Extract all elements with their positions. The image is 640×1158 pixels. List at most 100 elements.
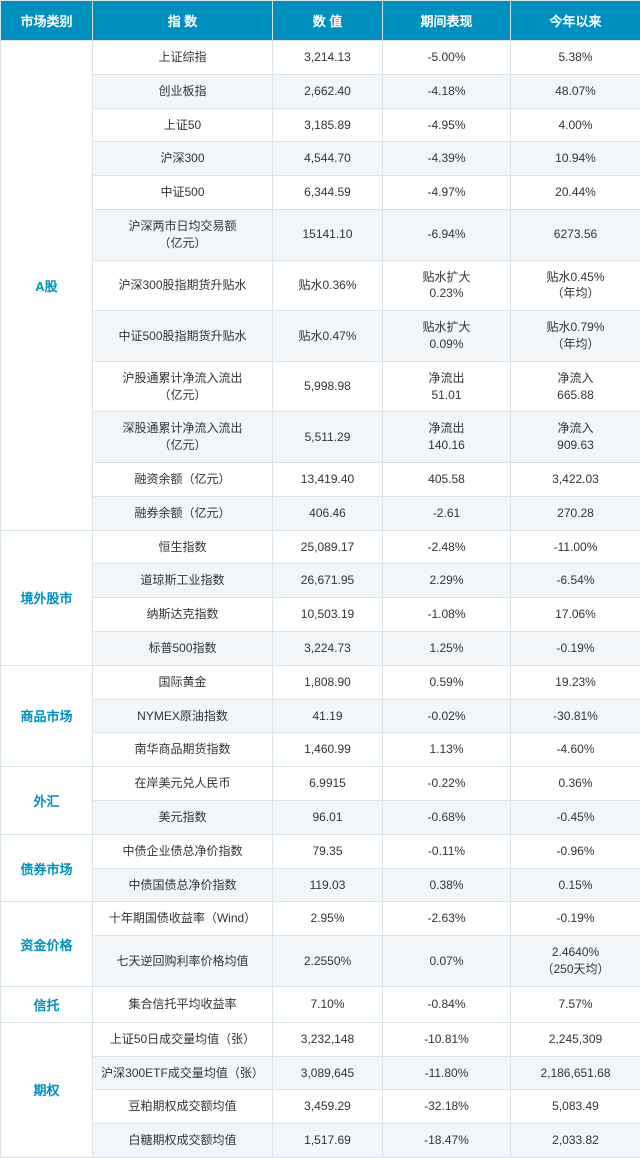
col-value: 数 值	[273, 1, 383, 41]
index-name: NYMEX原油指数	[93, 699, 273, 733]
index-value: 96.01	[273, 800, 383, 834]
table-row: 标普500指数3,224.731.25%-0.19%	[1, 631, 640, 665]
ytd-perf: 0.15%	[511, 868, 640, 902]
ytd-perf: 贴水0.79%（年均）	[511, 311, 640, 362]
col-period: 期间表现	[383, 1, 511, 41]
period-perf: -4.18%	[383, 74, 511, 108]
ytd-perf: 3,422.03	[511, 462, 640, 496]
index-name: 在岸美元兑人民币	[93, 767, 273, 801]
index-value: 406.46	[273, 496, 383, 530]
table-row: 白糖期权成交额均值1,517.69-18.47%2,033.82	[1, 1124, 640, 1158]
period-perf: 净流出140.16	[383, 412, 511, 463]
table-row: 沪股通累计净流入流出（亿元）5,998.98净流出51.01净流入665.88	[1, 361, 640, 412]
index-value: 1,460.99	[273, 733, 383, 767]
period-perf: -0.68%	[383, 800, 511, 834]
index-value: 3,459.29	[273, 1090, 383, 1124]
index-name: 十年期国债收益率（Wind）	[93, 902, 273, 936]
ytd-perf: 0.36%	[511, 767, 640, 801]
table-row: 沪深两市日均交易额（亿元）15141.10-6.94%6273.56	[1, 209, 640, 260]
period-perf: -0.84%	[383, 986, 511, 1022]
index-value: 6,344.59	[273, 176, 383, 210]
index-value: 3,232,148	[273, 1022, 383, 1056]
table-row: 期权上证50日成交量均值（张）3,232,148-10.81%2,245,309	[1, 1022, 640, 1056]
index-value: 79.35	[273, 834, 383, 868]
period-perf: -0.11%	[383, 834, 511, 868]
table-row: 商品市场国际黄金1,808.900.59%19.23%	[1, 665, 640, 699]
index-value: 3,224.73	[273, 631, 383, 665]
ytd-perf: 净流入909.63	[511, 412, 640, 463]
index-name: 沪深两市日均交易额（亿元）	[93, 209, 273, 260]
header-row: 市场类别 指 数 数 值 期间表现 今年以来	[1, 1, 640, 41]
ytd-perf: -30.81%	[511, 699, 640, 733]
table-row: 美元指数96.01-0.68%-0.45%	[1, 800, 640, 834]
index-name: 创业板指	[93, 74, 273, 108]
ytd-perf: 2,186,651.68	[511, 1056, 640, 1090]
index-value: 25,089.17	[273, 530, 383, 564]
index-name: 标普500指数	[93, 631, 273, 665]
table-row: 纳斯达克指数10,503.19-1.08%17.06%	[1, 598, 640, 632]
period-perf: -32.18%	[383, 1090, 511, 1124]
index-value: 15141.10	[273, 209, 383, 260]
index-name: 融资余额（亿元）	[93, 462, 273, 496]
table-row: 融券余额（亿元）406.46-2.61270.28	[1, 496, 640, 530]
ytd-perf: 20.44%	[511, 176, 640, 210]
table-row: 豆粕期权成交额均值3,459.29-32.18%5,083.49	[1, 1090, 640, 1124]
index-value: 3,089,645	[273, 1056, 383, 1090]
table-row: 南华商品期货指数1,460.991.13%-4.60%	[1, 733, 640, 767]
period-perf: 2.29%	[383, 564, 511, 598]
table-row: NYMEX原油指数41.19-0.02%-30.81%	[1, 699, 640, 733]
index-value: 5,998.98	[273, 361, 383, 412]
index-name: 沪深300	[93, 142, 273, 176]
period-perf: 1.13%	[383, 733, 511, 767]
ytd-perf: 17.06%	[511, 598, 640, 632]
index-value: 4,544.70	[273, 142, 383, 176]
period-perf: 净流出51.01	[383, 361, 511, 412]
col-ytd: 今年以来	[511, 1, 640, 41]
ytd-perf: 2,245,309	[511, 1022, 640, 1056]
col-category: 市场类别	[1, 1, 93, 41]
index-name: 深股通累计净流入流出（亿元）	[93, 412, 273, 463]
table-row: 深股通累计净流入流出（亿元）5,511.29净流出140.16净流入909.63	[1, 412, 640, 463]
index-name: 中证500	[93, 176, 273, 210]
index-name: 融券余额（亿元）	[93, 496, 273, 530]
index-name: 纳斯达克指数	[93, 598, 273, 632]
table-row: A股上证综指3,214.13-5.00%5.38%	[1, 41, 640, 75]
period-perf: 0.38%	[383, 868, 511, 902]
ytd-perf: -6.54%	[511, 564, 640, 598]
index-value: 2.2550%	[273, 936, 383, 987]
ytd-perf: 贴水0.45%（年均）	[511, 260, 640, 311]
index-name: 上证综指	[93, 41, 273, 75]
ytd-perf: -11.00%	[511, 530, 640, 564]
ytd-perf: 7.57%	[511, 986, 640, 1022]
category-cell: 期权	[1, 1022, 93, 1157]
index-name: 七天逆回购利率价格均值	[93, 936, 273, 987]
index-name: 中债国债总净价指数	[93, 868, 273, 902]
index-value: 119.03	[273, 868, 383, 902]
ytd-perf: 5,083.49	[511, 1090, 640, 1124]
period-perf: -0.22%	[383, 767, 511, 801]
period-perf: -1.08%	[383, 598, 511, 632]
period-perf: 405.58	[383, 462, 511, 496]
ytd-perf: 6273.56	[511, 209, 640, 260]
ytd-perf: 4.00%	[511, 108, 640, 142]
table-row: 融资余额（亿元）13,419.40405.583,422.03	[1, 462, 640, 496]
ytd-perf: 净流入665.88	[511, 361, 640, 412]
index-name: 豆粕期权成交额均值	[93, 1090, 273, 1124]
index-name: 集合信托平均收益率	[93, 986, 273, 1022]
period-perf: 贴水扩大0.09%	[383, 311, 511, 362]
ytd-perf: -0.45%	[511, 800, 640, 834]
index-value: 2.95%	[273, 902, 383, 936]
index-value: 10,503.19	[273, 598, 383, 632]
table-row: 七天逆回购利率价格均值2.2550%0.07%2.4640%（250天均）	[1, 936, 640, 987]
category-cell: 资金价格	[1, 902, 93, 986]
index-value: 3,214.13	[273, 41, 383, 75]
index-value: 1,517.69	[273, 1124, 383, 1158]
index-name: 恒生指数	[93, 530, 273, 564]
market-table: 市场类别 指 数 数 值 期间表现 今年以来 A股上证综指3,214.13-5.…	[0, 0, 640, 1158]
index-name: 中证500股指期货升贴水	[93, 311, 273, 362]
ytd-perf: 270.28	[511, 496, 640, 530]
ytd-perf: 2,033.82	[511, 1124, 640, 1158]
index-value: 5,511.29	[273, 412, 383, 463]
table-row: 创业板指2,662.40-4.18%48.07%	[1, 74, 640, 108]
index-value: 7.10%	[273, 986, 383, 1022]
